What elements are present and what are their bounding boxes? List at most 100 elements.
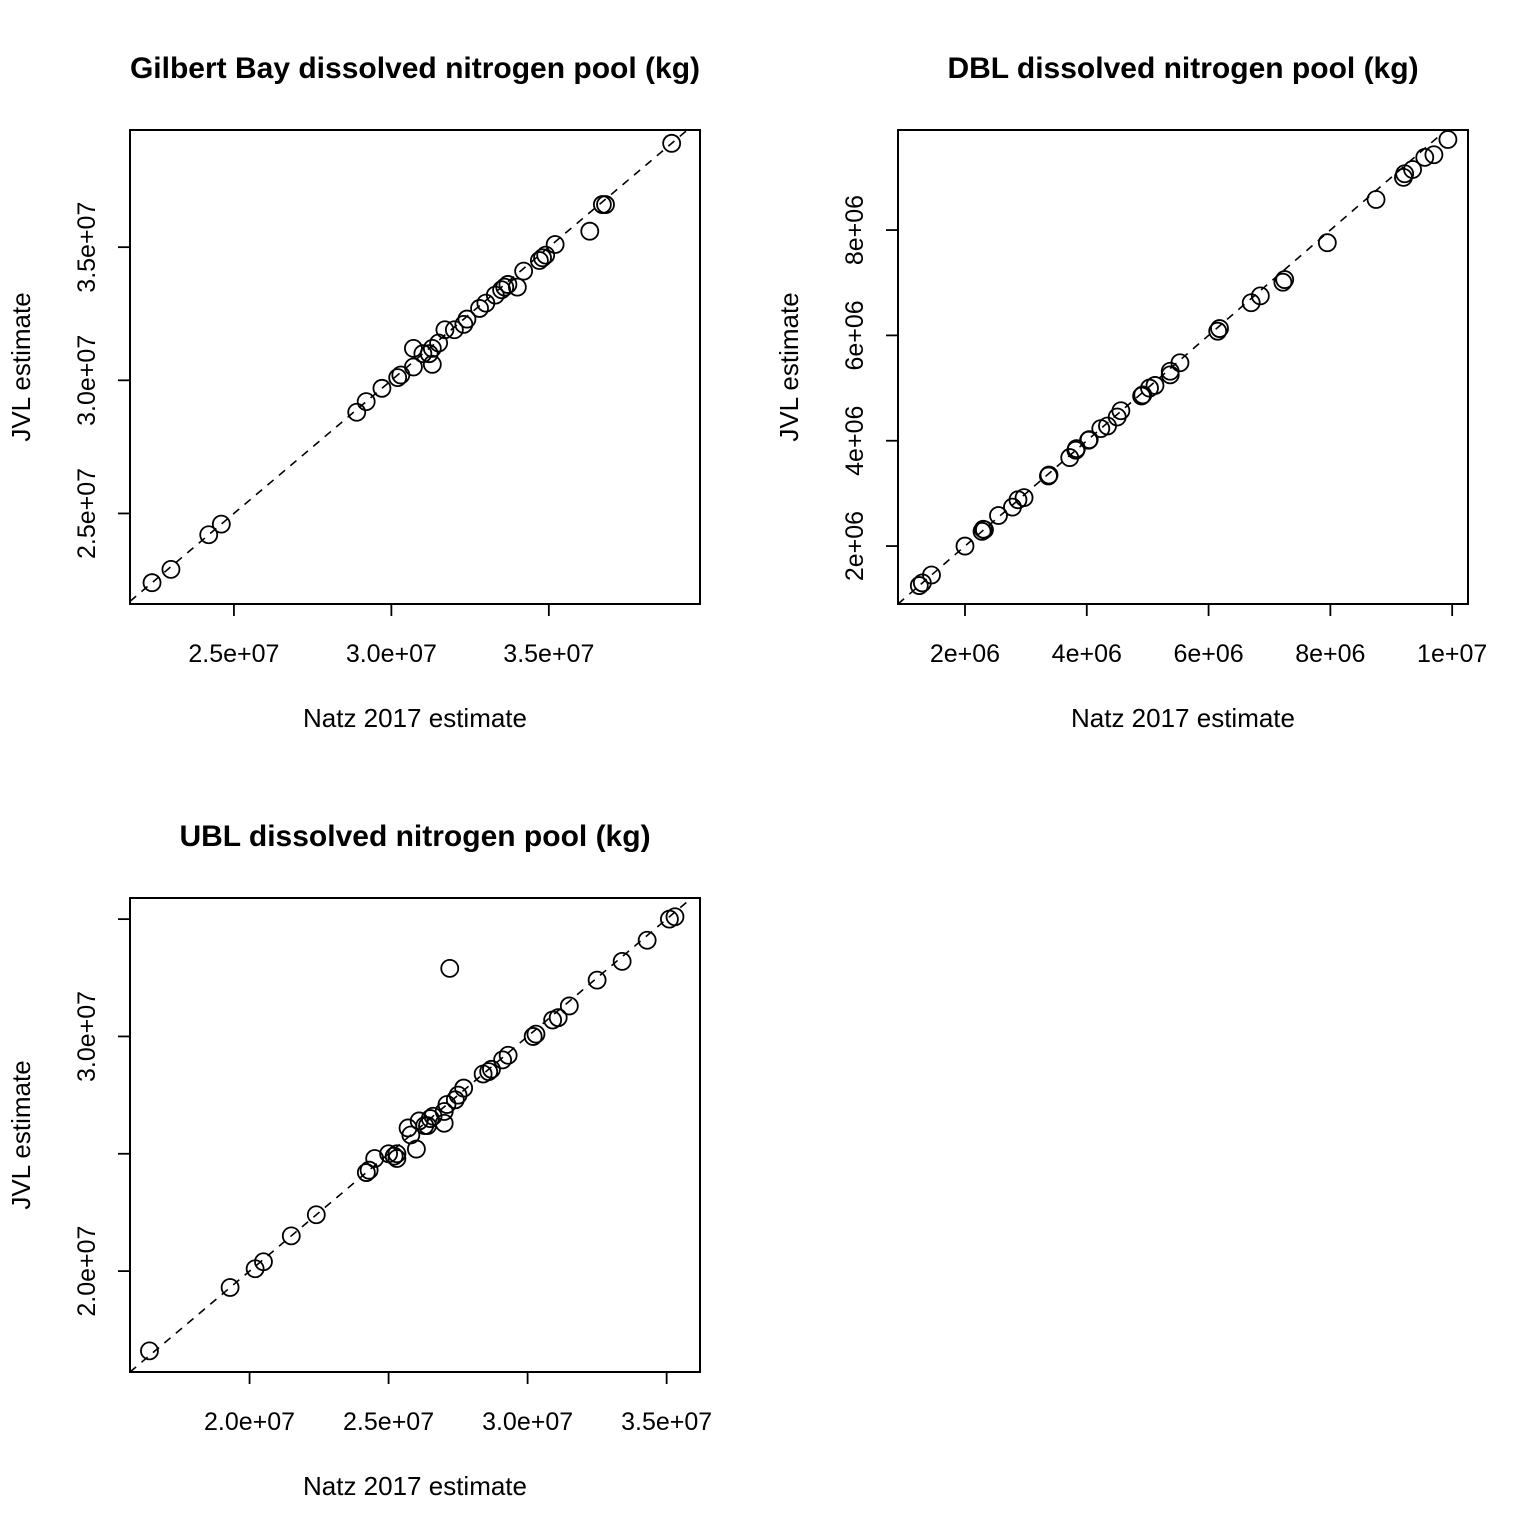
data-point [423,1106,443,1126]
data-point [419,344,439,364]
data-point [422,338,442,358]
data-point [587,970,607,990]
data-point [470,299,489,318]
data-point [404,357,423,377]
x-axis-label: Natz 2017 estimate [303,1471,527,1501]
data-point [1250,286,1270,306]
data-point [662,133,682,153]
chart-title: DBL dissolved nitrogen pool (kg) [947,52,1418,85]
data-point [1170,353,1190,373]
data-point [1014,488,1034,508]
data-point [548,1008,568,1028]
chart-panel-3: UBL dissolved nitrogen pool (kg) 2.0e+07 2… [6,820,712,1501]
x-tick-label: 2e+06 [930,640,1000,668]
data-point [1145,376,1165,395]
data-point [580,221,600,241]
x-tick-label: 3.0e+07 [346,640,437,668]
data-point [457,309,477,329]
y-axis-label: JVL estimate [6,292,36,441]
y-tick-label: 2.0e+07 [73,1226,101,1317]
data-point [1208,321,1228,341]
reference-line [129,129,688,602]
chart-title: Gilbert Bay dissolved nitrogen pool (kg) [130,52,700,85]
data-point [1079,430,1099,450]
x-axis-label: Natz 2017 estimate [303,703,527,733]
data-point [526,1024,546,1044]
data-point [596,195,615,214]
data-point [909,576,929,595]
x-tick-label: 3.5e+07 [621,1408,712,1436]
data-point [220,1278,240,1297]
chart-title: UBL dissolved nitrogen pool (kg) [179,820,650,853]
y-tick-label: 4e+06 [841,406,869,476]
y-tick-label: 3.0e+07 [73,335,101,426]
y-axis-label: JVL estimate [774,292,804,441]
x-tick-label: 2.5e+07 [188,640,279,668]
data-point [384,1146,404,1166]
data-point [404,338,423,358]
plot-frame [129,129,701,605]
data-point [1133,385,1153,405]
data-point [529,251,549,270]
data-point [1107,407,1127,427]
data-point [444,320,464,340]
data-point [637,930,657,950]
data-point [1438,130,1458,149]
data-point [387,1149,407,1168]
data-point [507,277,527,297]
data-point [545,235,565,254]
data-point [523,1027,543,1046]
data-point [536,245,556,265]
data-point [1098,416,1117,436]
data-point [413,344,433,364]
data-point [1210,319,1229,338]
y-tick-label: 3.5e+07 [73,202,101,293]
chart-panel-1: Gilbert Bay dissolved nitrogen pool (kg)… [6,52,701,733]
data-point [665,907,685,927]
data-point [1317,233,1337,253]
data-point [454,314,474,334]
data-point [440,958,460,978]
data-point [989,506,1008,525]
data-point [140,1341,159,1361]
data-point [211,514,231,534]
data-point [406,1139,426,1159]
data-point [356,392,376,412]
y-tick-label: 2.5e+07 [73,468,101,559]
data-point [454,1078,474,1098]
y-tick-label: 2e+06 [841,511,869,581]
data-point [972,521,992,541]
data-point [1111,401,1131,421]
y-tick-label: 3.0e+07 [73,991,101,1082]
x-tick-label: 3.0e+07 [482,1408,573,1436]
x-tick-label: 2.5e+07 [343,1408,434,1436]
y-tick-label: 6e+06 [841,300,869,370]
data-point [372,378,392,398]
data-point [493,1050,512,1070]
x-tick-label: 3.5e+07 [503,640,594,668]
data-point [612,951,632,971]
data-point [142,573,162,593]
chart-panel-2: DBL dissolved nitrogen pool (kg) 2e+06 4e+… [774,52,1487,733]
data-point [434,1113,454,1133]
x-tick-label: 1e+07 [1417,640,1487,668]
x-tick-label: 2.0e+07 [204,1408,295,1436]
data-point [498,1045,518,1065]
data-point [281,1226,301,1246]
data-point [422,354,442,374]
data-point [387,1144,407,1164]
data-point [514,261,534,281]
data-point [347,402,367,422]
data-point [359,1160,379,1180]
data-point [306,1205,326,1225]
data-point [1366,190,1386,209]
data-point [199,525,219,545]
data-point [498,275,518,294]
reference-line [129,897,693,1373]
data-point [559,996,579,1016]
x-tick-label: 4e+06 [1052,640,1122,668]
data-point [1403,160,1422,179]
x-tick-label: 6e+06 [1173,640,1243,668]
data-point [1424,145,1444,165]
